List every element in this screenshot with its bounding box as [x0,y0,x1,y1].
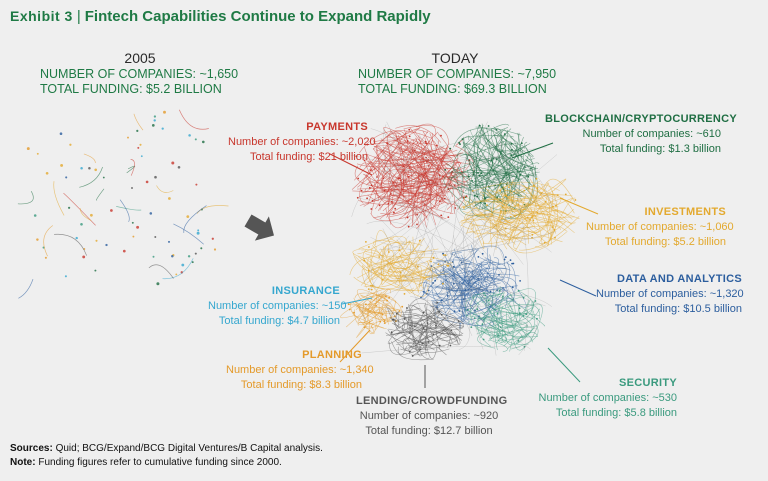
note-line: Note: Funding figures refer to cumulativ… [10,457,282,468]
footer: Sources: Quid; BCG/Expand/BCG Digital Ve… [10,442,323,470]
sources-line: Sources: Quid; BCG/Expand/BCG Digital Ve… [10,443,323,454]
segment-security: SECURITY Number of companies: ~530 Total f… [538,377,678,419]
segment-payments: PAYMENTS Number of companies: ~2,020 Total… [228,121,376,163]
segment-data-analytics: DATA AND ANALYTICS Number of companies: ~… [596,273,744,315]
today-year: TODAY [431,50,479,66]
past-year: 2005 [124,50,156,66]
segment-planning: PLANNING Number of companies: ~1,340 Total… [226,349,374,391]
network-2005 [17,109,229,299]
past-funding: TOTAL FUNDING: $5.2 BILLION [40,82,222,96]
past-companies: NUMBER OF COMPANIES: ~1,650 [40,67,239,81]
segment-blockchain: BLOCKCHAIN/CRYPTOCURRENCY Number of compa… [545,113,738,155]
exhibit-title: Fintech Capabilities Continue to Expand … [84,8,431,25]
segment-lending: LENDING/CROWDFUNDING Number of companies:… [356,395,508,437]
today-funding: TOTAL FUNDING: $69.3 BILLION [358,82,547,96]
segment-insurance: INSURANCE Number of companies: ~150 Total … [208,285,347,327]
today-companies: NUMBER OF COMPANIES: ~7,950 [358,67,557,81]
exhibit-header: Exhibit 3 | Fintech Capabilities Continue … [10,8,431,25]
arrow-icon [244,214,274,241]
leader-lines [329,142,599,388]
network-today [340,121,580,361]
segment-investments: INVESTMENTS Number of companies: ~1,060 To… [586,206,734,248]
exhibit-number: Exhibit 3 [10,8,73,24]
